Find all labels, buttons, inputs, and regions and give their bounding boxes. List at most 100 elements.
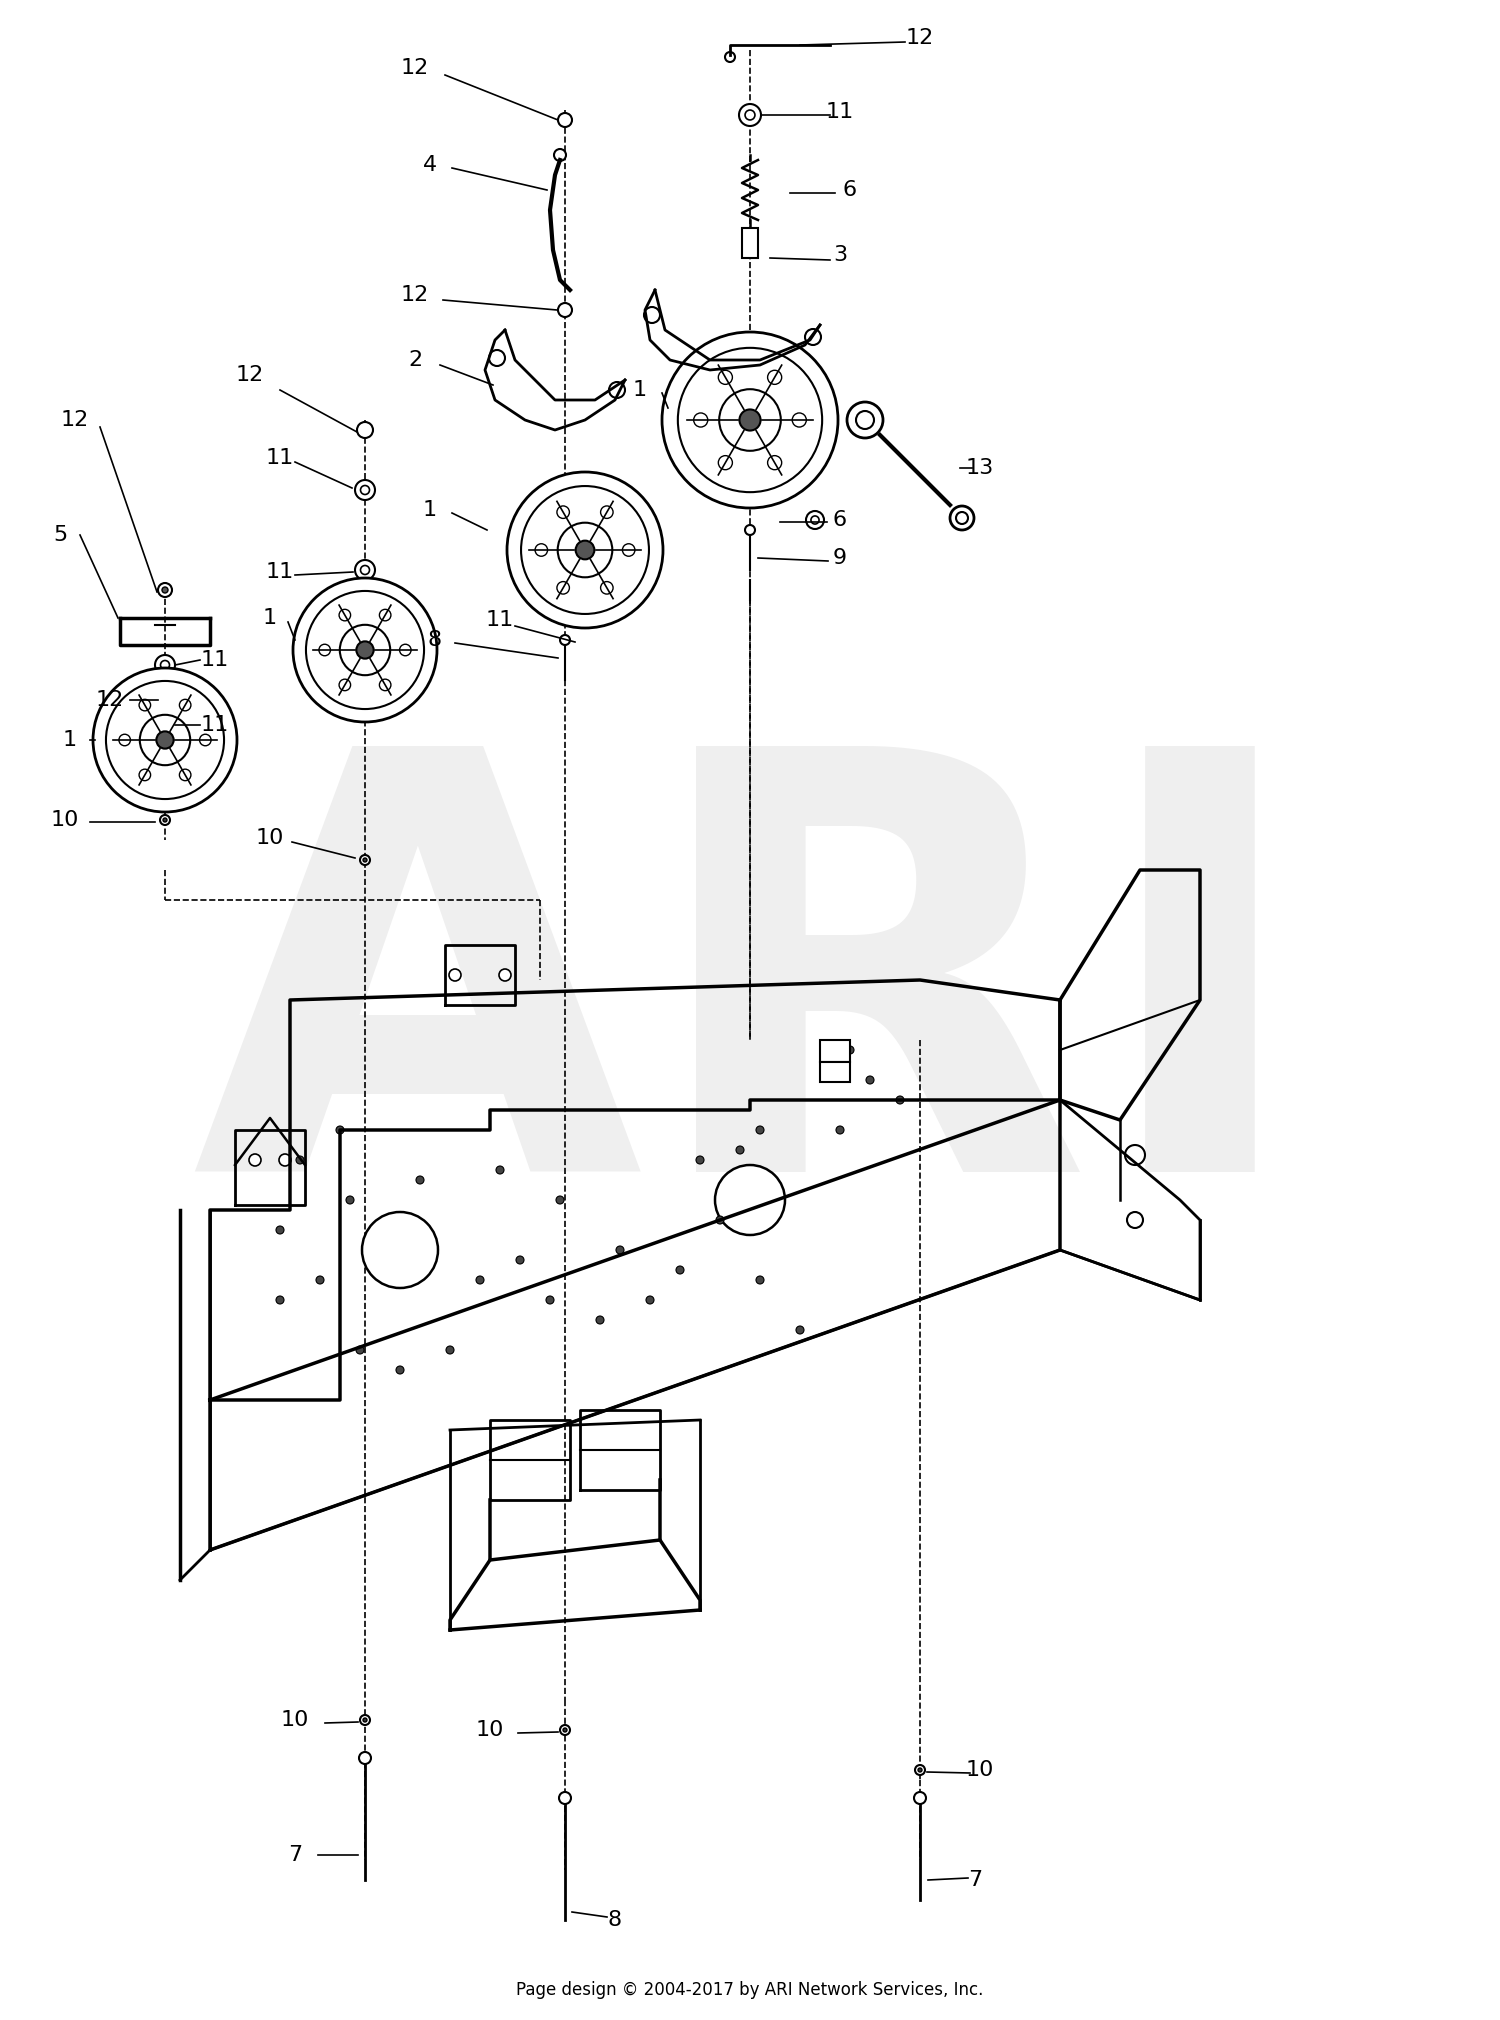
Circle shape [600,505,613,519]
Circle shape [340,624,390,675]
Text: 2: 2 [408,349,422,370]
Circle shape [292,578,436,721]
Circle shape [865,1077,874,1085]
Circle shape [1125,1145,1144,1166]
Circle shape [164,818,166,822]
Circle shape [399,644,411,656]
Circle shape [644,307,660,323]
Text: 4: 4 [423,156,436,176]
Text: 10: 10 [51,810,80,830]
Circle shape [1126,1212,1143,1228]
Text: 12: 12 [400,59,429,79]
Text: 11: 11 [486,610,514,630]
Circle shape [162,588,168,594]
Circle shape [156,731,174,749]
Circle shape [476,1277,484,1285]
Circle shape [554,149,566,162]
Circle shape [380,610,392,620]
Circle shape [678,347,822,493]
Circle shape [746,525,754,535]
Circle shape [746,109,754,119]
Circle shape [158,584,172,598]
Circle shape [279,1153,291,1166]
Circle shape [489,349,506,366]
Circle shape [950,505,974,529]
Circle shape [768,370,782,384]
Circle shape [520,487,650,614]
Circle shape [646,1297,654,1305]
Circle shape [718,457,732,471]
Circle shape [306,592,424,709]
Circle shape [792,412,807,426]
Circle shape [796,1325,804,1333]
Circle shape [558,523,612,578]
Text: 7: 7 [288,1844,302,1864]
Text: Page design © 2004-2017 by ARI Network Services, Inc.: Page design © 2004-2017 by ARI Network S… [516,1982,984,2000]
Circle shape [160,661,170,669]
Circle shape [363,1717,368,1721]
Circle shape [716,1216,724,1224]
Circle shape [140,770,150,780]
Circle shape [956,511,968,523]
Text: 1: 1 [423,501,436,519]
Text: 5: 5 [53,525,68,545]
Circle shape [158,693,172,707]
Circle shape [336,1125,344,1133]
Circle shape [446,1345,454,1353]
Circle shape [316,1277,324,1285]
Circle shape [740,410,760,430]
Circle shape [724,53,735,63]
Circle shape [914,1792,926,1804]
Circle shape [200,733,211,745]
Text: 3: 3 [833,244,848,265]
Text: 7: 7 [968,1871,982,1891]
Circle shape [140,715,190,766]
Text: ARI: ARI [190,727,1310,1293]
Circle shape [363,858,368,863]
Text: 11: 11 [266,448,294,469]
Circle shape [918,1768,922,1772]
Circle shape [756,1277,764,1285]
Circle shape [507,473,663,628]
Circle shape [118,733,130,745]
Text: 12: 12 [236,366,264,386]
Circle shape [356,560,375,580]
Circle shape [154,715,176,735]
Text: 12: 12 [96,691,124,709]
Circle shape [836,1125,844,1133]
Circle shape [516,1256,524,1265]
Circle shape [596,1315,604,1323]
Circle shape [768,457,782,471]
Bar [742,228,758,259]
Text: 10: 10 [280,1711,309,1729]
Circle shape [360,1715,370,1725]
Circle shape [180,699,190,711]
Text: 1: 1 [633,380,646,400]
Circle shape [915,1765,926,1776]
Text: 12: 12 [400,285,429,305]
Circle shape [496,1166,504,1174]
Circle shape [847,402,883,438]
Circle shape [896,1097,904,1105]
Circle shape [276,1297,284,1305]
Circle shape [560,634,570,644]
Circle shape [380,679,392,691]
Text: 11: 11 [201,650,229,671]
Circle shape [106,681,224,800]
Circle shape [693,412,708,426]
Bar [821,1040,850,1063]
Circle shape [718,390,782,450]
Circle shape [339,679,351,691]
Circle shape [356,481,375,501]
Circle shape [856,410,874,428]
Circle shape [358,1751,370,1763]
Text: 11: 11 [266,562,294,582]
Circle shape [676,1267,684,1275]
Text: 8: 8 [427,630,442,650]
Circle shape [500,970,512,982]
Circle shape [740,103,760,125]
Circle shape [180,770,190,780]
Circle shape [718,370,732,384]
Circle shape [616,1246,624,1254]
Circle shape [806,329,820,345]
